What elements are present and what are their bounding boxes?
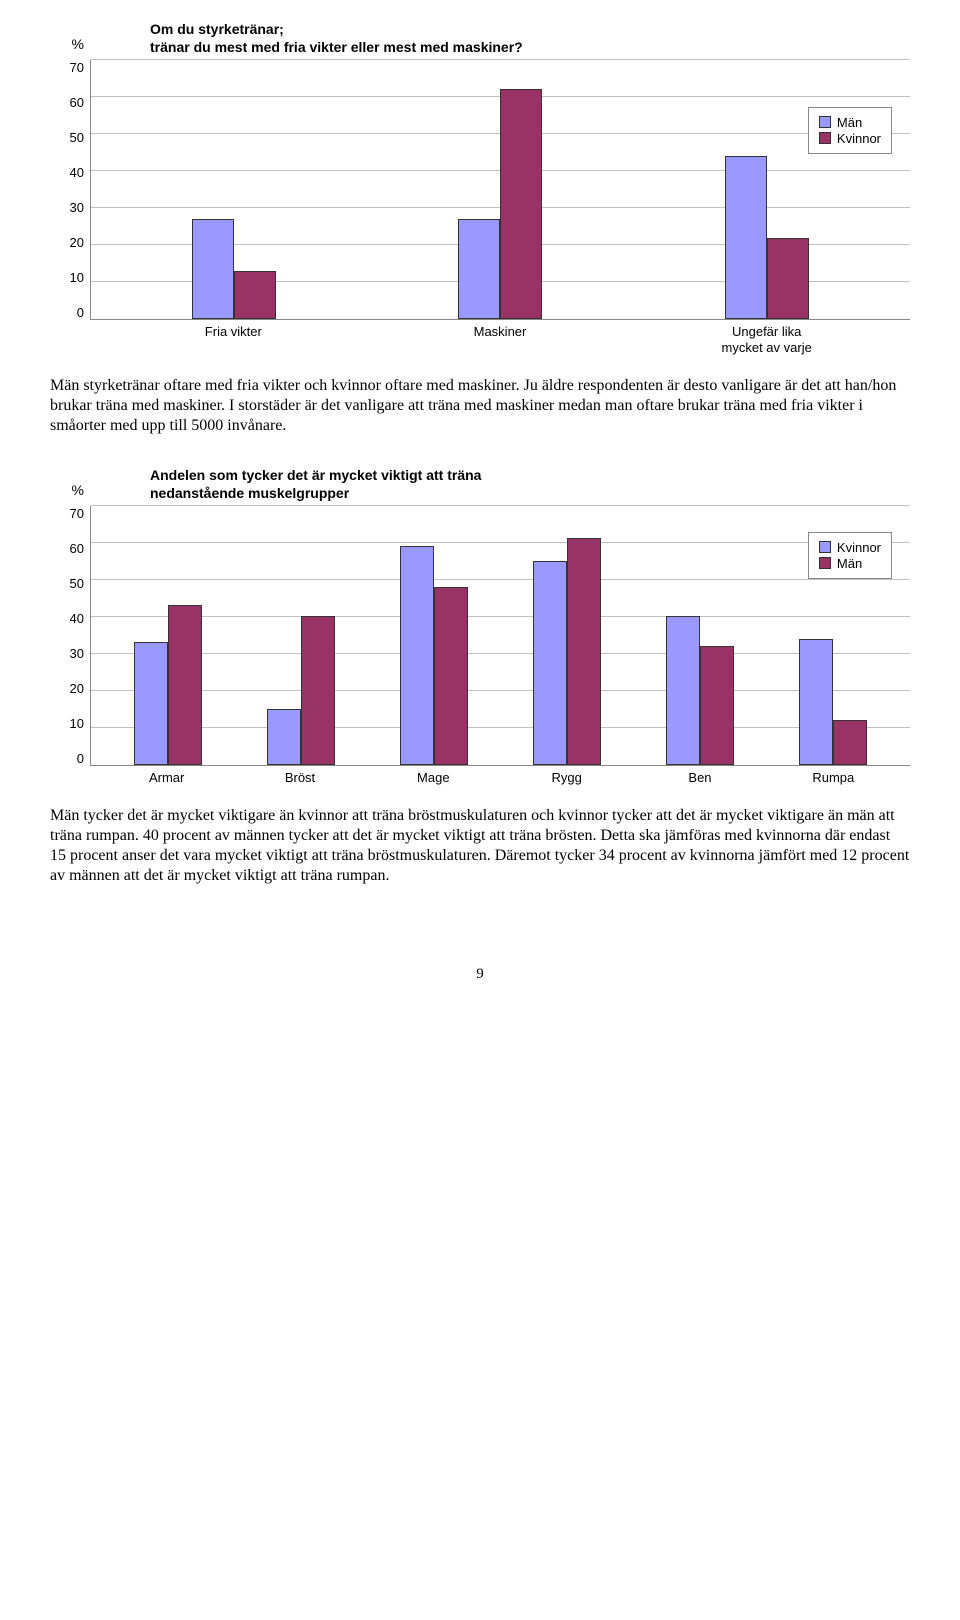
xtick-label: Armar: [100, 770, 233, 786]
bar: [533, 561, 567, 765]
chart2-title-line1: Andelen som tycker det är mycket viktigt…: [150, 467, 481, 483]
bar: [434, 587, 468, 765]
bar-group: [400, 546, 468, 765]
gridline: [91, 653, 910, 654]
gridline: [91, 690, 910, 691]
gridline: [91, 59, 910, 60]
xtick-label: Mage: [367, 770, 500, 786]
bar-group: [533, 538, 601, 765]
bar: [301, 616, 335, 765]
bar: [192, 219, 234, 319]
xtick-label: Rygg: [500, 770, 633, 786]
chart1-xaxis: Fria vikterMaskinerUngefär likamycket av…: [90, 320, 910, 355]
chart2-y-symbol: %: [50, 482, 90, 498]
chart1-title: Om du styrketränar; tränar du mest med f…: [150, 20, 910, 56]
bar-group: [799, 639, 867, 765]
ytick-label: 40: [50, 611, 84, 626]
chart2-title: Andelen som tycker det är mycket viktigt…: [150, 466, 910, 502]
bar: [400, 546, 434, 765]
bar-group: [192, 219, 276, 319]
bar: [700, 646, 734, 765]
bar-group: [267, 616, 335, 765]
legend-swatch: [819, 557, 831, 569]
chart1-title-line1: Om du styrketränar;: [150, 21, 284, 37]
bar: [267, 709, 301, 765]
ytick-label: 20: [50, 235, 84, 250]
ytick-label: 50: [50, 576, 84, 591]
gridline: [91, 579, 910, 580]
bar: [833, 720, 867, 765]
chart1: Om du styrketränar; tränar du mest med f…: [50, 20, 910, 356]
bar-group: [134, 605, 202, 765]
ytick-label: 70: [50, 506, 84, 521]
xtick-label: Rumpa: [767, 770, 900, 786]
bar: [666, 616, 700, 765]
page-number: 9: [50, 966, 910, 983]
ytick-label: 10: [50, 270, 84, 285]
gridline: [91, 505, 910, 506]
bar: [725, 156, 767, 319]
legend-row: Kvinnor: [819, 131, 881, 146]
chart2-legend: KvinnorMän: [808, 532, 892, 579]
ytick-label: 30: [50, 200, 84, 215]
chart2-plot: KvinnorMän: [90, 506, 910, 766]
gridline: [91, 616, 910, 617]
bar: [500, 89, 542, 319]
bar-group: [725, 156, 809, 319]
bar: [799, 639, 833, 765]
chart1-title-line2: tränar du mest med fria vikter eller mes…: [150, 39, 523, 55]
legend-label: Kvinnor: [837, 131, 881, 146]
xtick-label: Ungefär likamycket av varje: [633, 324, 900, 355]
chart1-legend: MänKvinnor: [808, 107, 892, 154]
chart1-y-symbol: %: [50, 36, 90, 52]
ytick-label: 0: [50, 751, 84, 766]
chart1-yaxis: % 010203040506070: [50, 60, 90, 320]
chart2-area: % 010203040506070 KvinnorMän: [50, 506, 910, 766]
bar-group: [666, 616, 734, 765]
chart2-xaxis: ArmarBröstMageRyggBenRumpa: [90, 766, 910, 786]
paragraph-1: Män styrketränar oftare med fria vikter …: [50, 376, 910, 436]
legend-label: Män: [837, 115, 862, 130]
legend-row: Män: [819, 556, 881, 571]
ytick-label: 40: [50, 165, 84, 180]
legend-swatch: [819, 541, 831, 553]
ytick-label: 70: [50, 60, 84, 75]
ytick-label: 50: [50, 130, 84, 145]
bar: [168, 605, 202, 765]
ytick-label: 0: [50, 305, 84, 320]
ytick-label: 60: [50, 541, 84, 556]
chart2: Andelen som tycker det är mycket viktigt…: [50, 466, 910, 786]
bar: [234, 271, 276, 319]
chart2-yaxis: % 010203040506070: [50, 506, 90, 766]
paragraph-2: Män tycker det är mycket viktigare än kv…: [50, 806, 910, 886]
ytick-label: 10: [50, 716, 84, 731]
bar: [567, 538, 601, 765]
chart1-area: % 010203040506070 MänKvinnor: [50, 60, 910, 320]
chart2-title-line2: nedanstående muskelgrupper: [150, 485, 349, 501]
ytick-label: 60: [50, 95, 84, 110]
legend-row: Kvinnor: [819, 540, 881, 555]
chart1-plot: MänKvinnor: [90, 60, 910, 320]
legend-row: Män: [819, 115, 881, 130]
bar: [134, 642, 168, 765]
gridline: [91, 542, 910, 543]
ytick-label: 30: [50, 646, 84, 661]
bar: [767, 238, 809, 320]
legend-label: Kvinnor: [837, 540, 881, 555]
xtick-label: Bröst: [233, 770, 366, 786]
ytick-label: 20: [50, 681, 84, 696]
gridline: [91, 727, 910, 728]
bar: [458, 219, 500, 319]
legend-label: Män: [837, 556, 862, 571]
xtick-label: Ben: [633, 770, 766, 786]
legend-swatch: [819, 116, 831, 128]
xtick-label: Fria vikter: [100, 324, 367, 355]
bar-group: [458, 89, 542, 319]
xtick-label: Maskiner: [367, 324, 634, 355]
legend-swatch: [819, 132, 831, 144]
